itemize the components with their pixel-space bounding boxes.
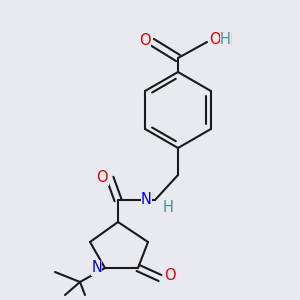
Text: O: O (164, 268, 176, 284)
Text: H: H (163, 200, 174, 215)
Text: O: O (139, 33, 150, 48)
Text: OH: OH (210, 33, 233, 48)
Text: O: O (96, 170, 108, 185)
Text: N: N (91, 260, 102, 275)
Text: H: H (220, 32, 231, 47)
Text: O: O (209, 32, 220, 47)
Text: N: N (141, 193, 152, 208)
